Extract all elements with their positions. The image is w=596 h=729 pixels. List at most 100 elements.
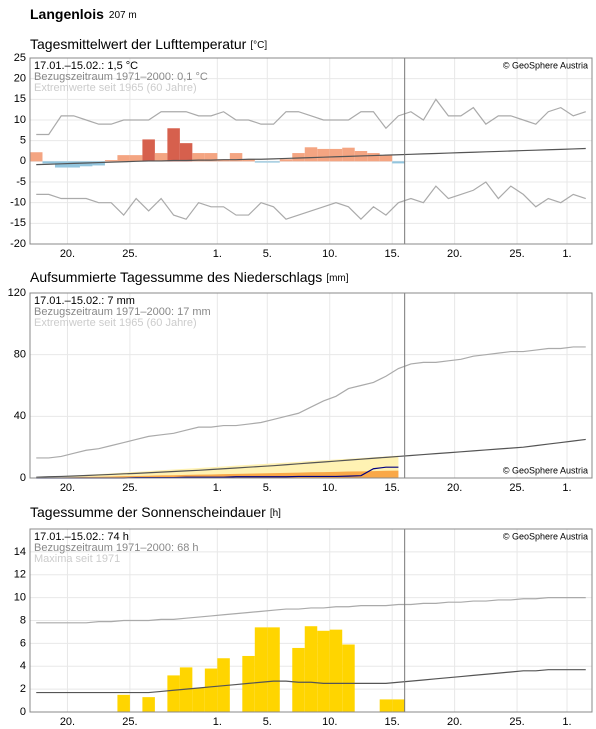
bar: [142, 139, 155, 162]
x-tick-label: 5.: [263, 716, 272, 728]
bar: [267, 161, 280, 163]
x-tick-label: 15.: [385, 482, 400, 494]
unit: [mm]: [326, 273, 348, 284]
y-tick-label: 120: [8, 287, 26, 299]
y-tick-label: 20: [14, 73, 26, 85]
bar: [67, 161, 80, 168]
bar: [229, 153, 243, 162]
y-tick-label: 10: [14, 592, 26, 604]
bar: [379, 155, 393, 162]
y-tick-label: 12: [14, 569, 26, 581]
bar: [192, 153, 205, 162]
info-text: 17.01.–15.02.: 1,5 °C: [34, 60, 138, 72]
bar: [204, 668, 218, 712]
bar: [292, 647, 305, 712]
bar: [254, 161, 268, 163]
line: [36, 147, 586, 166]
x-tick-label: 1.: [213, 716, 222, 728]
bar: [42, 161, 55, 164]
info-text: 17.01.–15.02.: 7 mm: [34, 295, 135, 307]
x-tick-label: 1.: [562, 248, 571, 260]
info-text: Bezugszeitraum 1971–2000: 17 mm: [34, 306, 211, 318]
bar: [379, 699, 393, 712]
info-text: 17.01.–15.02.: 74 h: [34, 531, 129, 543]
plot-frame: [29, 528, 593, 713]
header: Langenlois 207 m: [30, 6, 137, 22]
chart-title: Aufsummierte Tagessumme des Niederschlag…: [30, 269, 349, 285]
bar: [392, 699, 405, 712]
y-tick-label: 5: [20, 135, 26, 147]
chart-title: Tagessumme der Sonnenscheindauer [h]: [30, 504, 281, 520]
x-tick-label: 20.: [447, 248, 462, 260]
y-tick-label: 4: [20, 660, 26, 672]
x-tick-label: 15.: [385, 248, 400, 260]
y-tick-label: 0: [20, 706, 26, 718]
x-tick-label: 5.: [263, 248, 272, 260]
bar: [367, 153, 380, 162]
bar: [142, 697, 155, 712]
x-tick-label: 25.: [509, 482, 524, 494]
y-tick-label: 0: [20, 472, 26, 484]
bar: [204, 153, 218, 162]
bar: [304, 147, 318, 162]
bar: [317, 630, 330, 712]
y-tick-label: 0: [20, 155, 26, 167]
info-text: Bezugszeitraum 1971–2000: 0,1 °C: [34, 71, 208, 83]
x-tick-label: 20.: [60, 716, 75, 728]
y-tick-label: 15: [14, 93, 26, 105]
x-tick-label: 10.: [322, 716, 337, 728]
y-tick-label: 80: [14, 349, 26, 361]
line: [36, 98, 586, 136]
credit: © GeoSphere Austria: [503, 531, 588, 541]
line: [36, 597, 586, 624]
title-text: Aufsummierte Tagessumme des Niederschlag…: [30, 269, 322, 285]
y-tick-label: 14: [14, 546, 26, 558]
y-tick-label: 6: [20, 637, 26, 649]
y-tick-label: 10: [14, 114, 26, 126]
bar: [79, 161, 93, 167]
info-text: Extremwerte seit 1965 (60 Jahre): [34, 317, 197, 329]
line: [36, 669, 586, 694]
title-text: Tagesmittelwert der Lufttemperatur: [30, 36, 247, 52]
x-tick-label: 10.: [322, 482, 337, 494]
bar: [254, 627, 268, 712]
bar: [30, 152, 43, 162]
credit: © GeoSphere Austria: [503, 465, 588, 475]
bar: [317, 148, 330, 162]
y-tick-label: 2: [20, 683, 26, 695]
x-tick-label: 25.: [509, 248, 524, 260]
x-tick-label: 20.: [60, 482, 75, 494]
y-tick-label: -5: [16, 176, 26, 188]
station-name: Langenlois: [30, 6, 104, 22]
x-tick-label: 1.: [213, 248, 222, 260]
bar: [54, 161, 68, 168]
bar: [104, 160, 118, 162]
bar: [329, 148, 343, 162]
bar: [392, 161, 405, 164]
bar: [179, 143, 193, 162]
x-tick-label: 25.: [122, 482, 137, 494]
y-tick-label: 40: [14, 410, 26, 422]
x-tick-label: 5.: [263, 482, 272, 494]
x-tick-label: 1.: [562, 482, 571, 494]
credit: © GeoSphere Austria: [503, 60, 588, 70]
x-tick-label: 20.: [60, 248, 75, 260]
y-tick-label: -15: [10, 217, 26, 229]
bar: [129, 155, 143, 162]
line: [36, 346, 586, 459]
x-tick-label: 15.: [385, 716, 400, 728]
unit: [h]: [270, 508, 281, 519]
bar: [342, 147, 355, 162]
bar: [192, 687, 205, 712]
bar: [167, 675, 180, 712]
line: [36, 181, 586, 221]
bar: [304, 626, 318, 712]
x-tick-label: 25.: [122, 716, 137, 728]
bar: [242, 159, 255, 162]
bar: [92, 161, 105, 166]
line: [36, 438, 586, 478]
info-text: Extremwerte seit 1965 (60 Jahre): [34, 82, 197, 94]
info-text: Maxima seit 1971: [34, 553, 120, 565]
bar: [217, 159, 230, 162]
